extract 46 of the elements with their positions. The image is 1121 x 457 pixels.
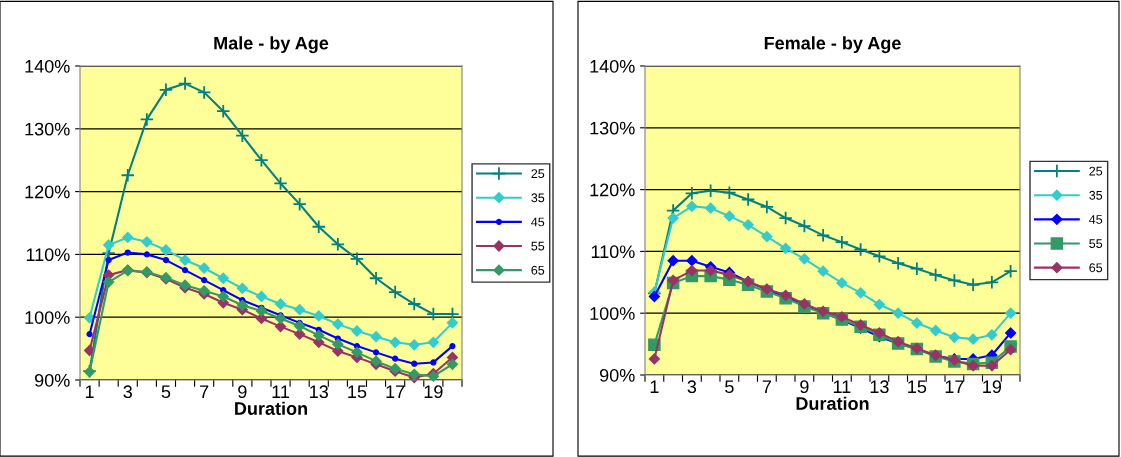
y-tick-label: 120% [590, 183, 635, 197]
x-tick-label: 5 [161, 385, 171, 399]
legend-label: 55 [1089, 239, 1103, 249]
legend-label: 45 [531, 217, 545, 227]
legend-label: 35 [531, 193, 545, 203]
x-tick-label: 15 [908, 380, 927, 394]
x-tick-label: 3 [123, 385, 132, 399]
y-tick-label: 100% [590, 307, 635, 320]
y-tick-label: 130% [25, 122, 70, 136]
y-tick-label: 120% [25, 185, 70, 199]
y-tick-label: 90% [34, 373, 70, 387]
x-tick-label: 7 [200, 385, 209, 398]
y-tick-label: 130% [590, 121, 635, 135]
x-tick-label: 7 [762, 380, 771, 393]
y-tick-label: 90% [599, 368, 635, 382]
x-tick-label: 9 [238, 385, 247, 399]
legend-label: 25 [1089, 166, 1103, 176]
legend-label: 55 [531, 241, 545, 251]
chart-title: Female - by Age [764, 36, 901, 54]
legend-label: 35 [1089, 190, 1103, 200]
x-tick-label: 19 [983, 380, 1002, 394]
legend-label: 25 [531, 169, 545, 179]
legend-label: 65 [531, 265, 545, 275]
x-tick-label: 1 [650, 380, 659, 393]
x-tick-label: 13 [310, 385, 328, 399]
x-tick-label: 11 [833, 380, 851, 393]
x-tick-label: 15 [348, 385, 367, 399]
chart-title: Male - by Age [214, 36, 329, 54]
x-axis-title: Duration [235, 401, 307, 415]
y-tick-label: 110% [26, 248, 70, 262]
x-tick-label: 19 [424, 385, 443, 399]
x-tick-label: 9 [800, 380, 809, 394]
y-tick-label: 140% [25, 59, 70, 73]
y-tick-label: 110% [591, 245, 635, 259]
x-tick-label: 11 [272, 385, 290, 398]
x-tick-label: 3 [687, 380, 697, 394]
x-tick-label: 13 [870, 380, 889, 394]
x-tick-label: 1 [85, 385, 94, 398]
y-tick-label: 140% [590, 59, 635, 73]
y-tick-label: 100% [25, 311, 70, 324]
x-tick-label: 5 [725, 380, 734, 394]
legend-label: 65 [1089, 263, 1103, 273]
x-tick-label: 17 [386, 385, 405, 398]
x-axis-title: Duration [796, 396, 869, 410]
legend-label: 45 [1089, 215, 1103, 224]
x-tick-label: 17 [945, 380, 964, 393]
